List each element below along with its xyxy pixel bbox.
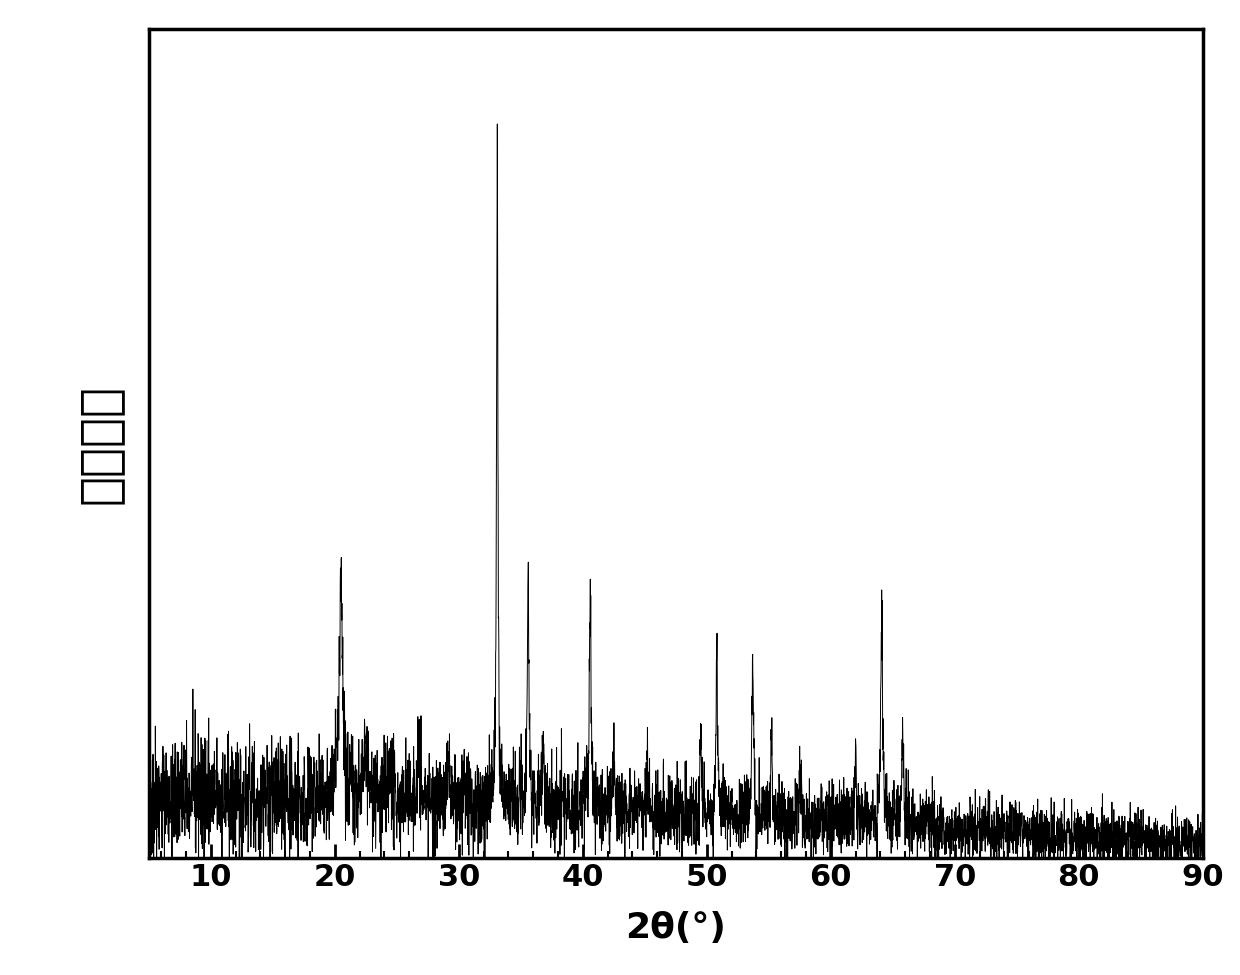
X-axis label: 2θ(°): 2θ(°): [625, 912, 727, 946]
Y-axis label: 相对强度: 相对强度: [76, 383, 124, 504]
